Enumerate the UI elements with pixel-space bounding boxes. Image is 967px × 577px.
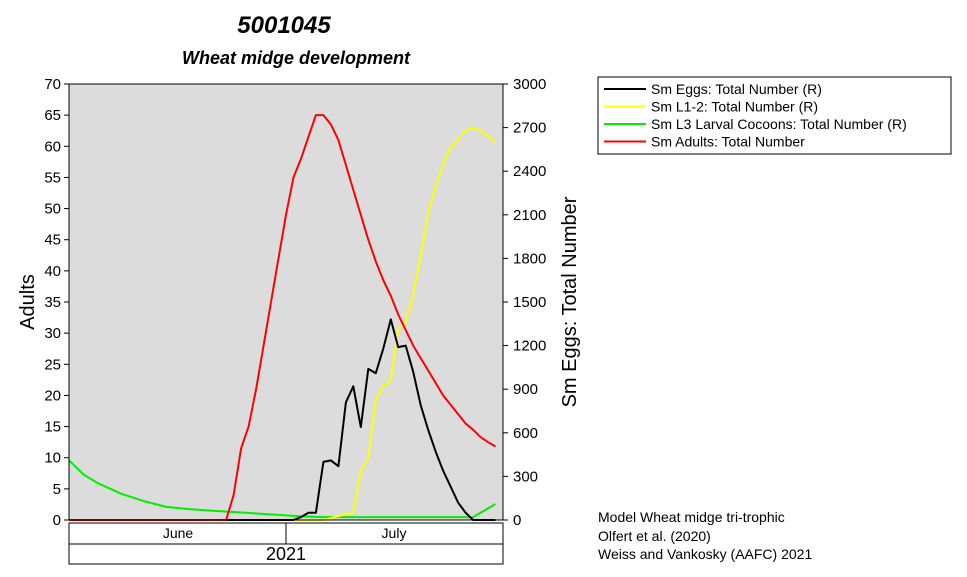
year-band: 2021 <box>68 543 504 565</box>
year-label: 2021 <box>266 544 306 564</box>
right-axis-ticks: 0 300 600 900 1200 1500 1800 2100 2400 2700 3000 <box>503 76 546 529</box>
left-tick-label: 5 <box>53 481 61 498</box>
left-tick-label: 50 <box>44 201 61 218</box>
month-band: June July <box>68 522 504 545</box>
left-tick-label: 35 <box>44 294 61 311</box>
right-tick-label: 1500 <box>513 294 546 311</box>
left-tick-label: 60 <box>44 138 61 155</box>
left-tick-label: 25 <box>44 356 61 373</box>
legend-label: Sm Adults: Total Number <box>651 134 805 150</box>
right-tick-label: 1800 <box>513 250 546 267</box>
left-tick-label: 70 <box>44 76 61 93</box>
month-label-july: July <box>382 525 407 541</box>
left-axis-label: Adults <box>17 274 39 330</box>
legend-label: Sm L3 Larval Cocoons: Total Number (R) <box>651 116 907 132</box>
credit-model: Model Wheat midge tri-trophic <box>598 509 785 525</box>
left-tick-label: 40 <box>44 263 61 280</box>
credit-citation: Olfert et al. (2020) <box>598 528 711 544</box>
right-tick-label: 600 <box>513 425 538 442</box>
left-tick-label: 30 <box>44 325 61 342</box>
right-tick-label: 2400 <box>513 163 546 180</box>
right-tick-label: 900 <box>513 381 538 398</box>
left-tick-label: 55 <box>44 169 61 186</box>
right-tick-label: 2700 <box>513 120 546 137</box>
left-tick-label: 15 <box>44 419 61 436</box>
left-tick-label: 45 <box>44 232 61 249</box>
left-tick-label: 10 <box>44 450 61 467</box>
right-tick-label: 3000 <box>513 76 546 93</box>
right-tick-label: 0 <box>513 512 521 529</box>
month-label-june: June <box>163 525 194 541</box>
plot-area <box>69 84 503 520</box>
chart-subtitle: Wheat midge development <box>182 48 411 68</box>
legend-box <box>597 76 952 155</box>
legend-label: Sm L1-2: Total Number (R) <box>651 99 818 115</box>
right-axis-label: Sm Eggs: Total Number <box>559 196 581 407</box>
credit-authors: Weiss and Vankosky (AAFC) 2021 <box>598 546 813 562</box>
left-tick-label: 20 <box>44 387 61 404</box>
right-tick-label: 1200 <box>513 338 546 355</box>
legend-label: Sm Eggs: Total Number (R) <box>651 81 822 97</box>
right-tick-label: 300 <box>513 468 538 485</box>
chart-title: 5001045 <box>237 12 331 39</box>
left-axis-ticks: 0 5 10 15 20 25 30 35 40 45 50 55 60 65 70 <box>44 76 69 529</box>
series-line-sm-adults-total-number <box>69 114 497 521</box>
left-tick-label: 65 <box>44 107 61 124</box>
right-tick-label: 2100 <box>513 207 546 224</box>
left-tick-label: 0 <box>53 512 61 529</box>
legend: Sm Eggs: Total Number (R) Sm L1-2: Total … <box>597 76 952 155</box>
